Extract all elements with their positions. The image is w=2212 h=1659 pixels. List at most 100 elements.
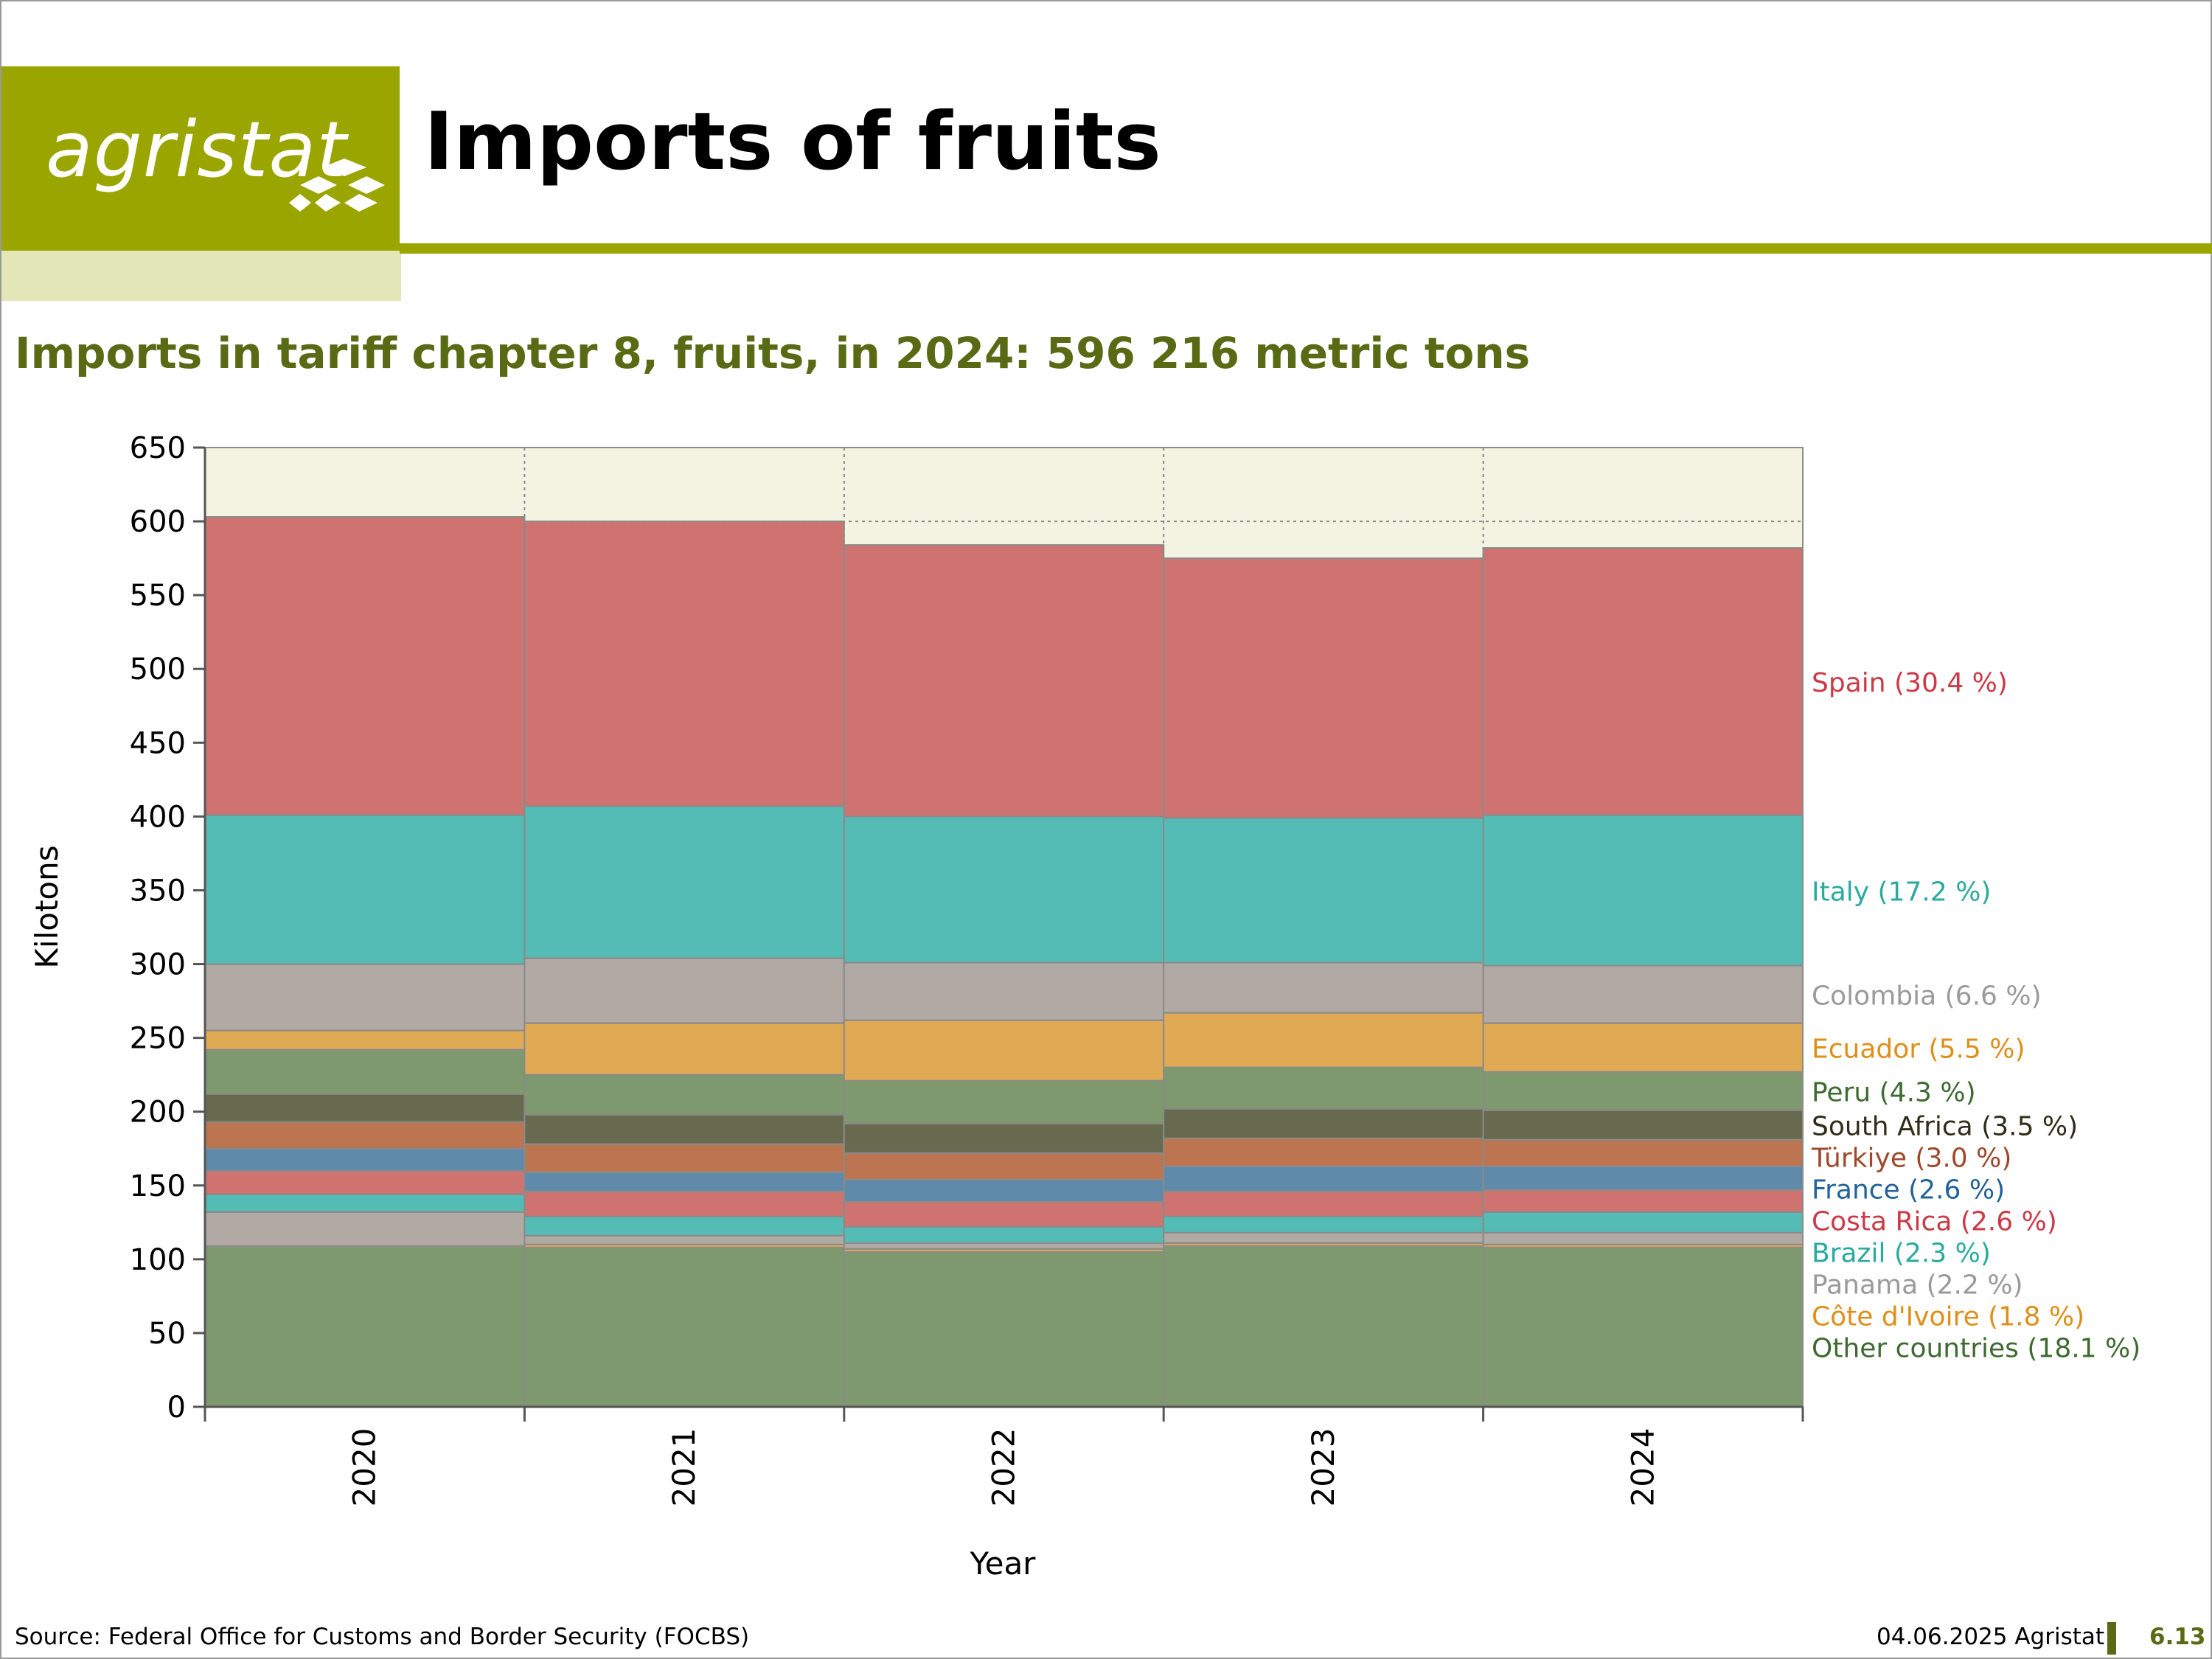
bar-segment-t-rkiye-2022 xyxy=(843,1152,1165,1180)
bar-segment-peru-2020 xyxy=(204,1048,526,1095)
bar-segment-panama-2021 xyxy=(524,1234,845,1245)
bar-segment-other-countries-2020 xyxy=(204,1245,526,1408)
x-tick-label-2020: 2020 xyxy=(347,1428,383,1507)
bar-segment-south-africa-2023 xyxy=(1163,1107,1484,1139)
bar-segment-costa-rica-2022 xyxy=(843,1200,1165,1228)
bar-segment-peru-2024 xyxy=(1482,1071,1804,1111)
bar-segment-colombia-2022 xyxy=(843,961,1165,1021)
bar-segment-peru-2023 xyxy=(1163,1066,1484,1110)
series-label-brazil: Brazil (2.3 %) xyxy=(1812,1239,1991,1269)
bar-segment-spain-2022 xyxy=(843,544,1165,818)
bar-segment-south-africa-2021 xyxy=(524,1113,845,1145)
chart-subtitle: Imports in tariff chapter 8, fruits, in … xyxy=(15,328,1531,378)
y-tick-label: 250 xyxy=(130,1022,186,1056)
agristat-logo: agristat xyxy=(1,66,400,251)
source-note: Source: Federal Office for Customs and B… xyxy=(15,1624,750,1650)
bar-segment-colombia-2021 xyxy=(524,957,845,1024)
series-label-panama: Panama (2.2 %) xyxy=(1812,1270,2023,1301)
stacked-bar-chart: 050100150200250300350400450500550600650 … xyxy=(29,431,2140,1582)
bar-segment-south-africa-2020 xyxy=(204,1093,526,1123)
bar-segment-panama-2020 xyxy=(204,1211,526,1247)
series-label-t-rkiye: Türkiye (3.0 %) xyxy=(1811,1144,2011,1174)
bar-segment-panama-2023 xyxy=(1163,1231,1484,1244)
series-label-ecuador: Ecuador (5.5 %) xyxy=(1812,1034,2025,1065)
bar-segment-peru-2022 xyxy=(843,1079,1165,1124)
bar-segment-brazil-2022 xyxy=(843,1225,1165,1244)
bar-segment-peru-2021 xyxy=(524,1074,845,1116)
y-tick-label: 450 xyxy=(130,726,186,760)
bar-segment-colombia-2020 xyxy=(204,963,526,1032)
bar-segment-france-2024 xyxy=(1482,1165,1804,1191)
bar-segment-t-rkiye-2023 xyxy=(1163,1137,1484,1167)
title-rule xyxy=(400,243,2212,254)
bar-segment-south-africa-2022 xyxy=(843,1122,1165,1154)
series-label-italy: Italy (17.2 %) xyxy=(1812,877,1991,907)
y-tick-label: 0 xyxy=(167,1391,186,1425)
bar-segment-brazil-2023 xyxy=(1163,1215,1484,1234)
y-tick-label: 500 xyxy=(130,653,186,686)
bar-segment-italy-2022 xyxy=(843,815,1165,964)
bar-segment-t-rkiye-2021 xyxy=(524,1143,845,1173)
bar-segment-ecuador-2023 xyxy=(1163,1012,1484,1068)
y-tick-label: 50 xyxy=(148,1317,186,1351)
bar-segment-costa-rica-2023 xyxy=(1163,1190,1484,1217)
series-label-other-countries: Other countries (18.1 %) xyxy=(1812,1334,2140,1364)
y-tick-label: 300 xyxy=(130,948,186,982)
x-axis-label: Year xyxy=(970,1545,1037,1582)
series-label-costa-rica: Costa Rica (2.6 %) xyxy=(1812,1207,2057,1237)
bar-segment-italy-2020 xyxy=(204,814,526,965)
bar-segment-italy-2023 xyxy=(1163,817,1484,964)
bar-segment-t-rkiye-2024 xyxy=(1482,1138,1804,1167)
series-label-south-africa: South Africa (3.5 %) xyxy=(1812,1112,2078,1142)
page-number: 6.13 xyxy=(2149,1624,2206,1650)
bar-segment-other-countries-2023 xyxy=(1163,1245,1484,1408)
bar-segment-brazil-2024 xyxy=(1482,1211,1804,1234)
bar-segment-costa-rica-2021 xyxy=(524,1190,845,1217)
bar-segment-ecuador-2024 xyxy=(1482,1022,1804,1073)
logo-diamonds-icon xyxy=(289,159,385,212)
bar-segment-costa-rica-2024 xyxy=(1482,1189,1804,1213)
y-tick-label: 550 xyxy=(130,579,186,613)
series-label-spain: Spain (30.4 %) xyxy=(1812,668,2008,698)
y-tick-label: 100 xyxy=(130,1243,186,1277)
bar-segment-spain-2021 xyxy=(524,521,845,807)
x-tick-label-2024: 2024 xyxy=(1624,1428,1660,1507)
bar-segment-t-rkiye-2020 xyxy=(204,1121,526,1150)
logo-underlay xyxy=(1,251,401,301)
series-label-c-te-d-ivoire: Côte d'Ivoire (1.8 %) xyxy=(1812,1302,2084,1332)
bar-segment-brazil-2020 xyxy=(204,1193,526,1213)
y-tick-label: 600 xyxy=(130,505,186,539)
footer-separator xyxy=(2107,1622,2116,1655)
series-label-colombia: Colombia (6.6 %) xyxy=(1812,981,2042,1012)
footer-date: 04.06.2025 Agristat xyxy=(1877,1624,2105,1650)
bar-segment-spain-2024 xyxy=(1482,547,1804,816)
bar-segment-ecuador-2022 xyxy=(843,1019,1165,1082)
bar-segment-spain-2020 xyxy=(204,516,526,816)
bar-segment-other-countries-2024 xyxy=(1482,1246,1804,1408)
y-tick-label: 400 xyxy=(130,800,186,834)
bar-segment-italy-2024 xyxy=(1482,814,1804,967)
bar-segment-other-countries-2021 xyxy=(524,1246,845,1408)
page-title: Imports of fruits xyxy=(424,96,1161,188)
bar-segment-ecuador-2021 xyxy=(524,1022,845,1076)
bar-segment-france-2021 xyxy=(524,1171,845,1192)
bar-segment-france-2023 xyxy=(1163,1165,1484,1192)
y-tick-label: 200 xyxy=(130,1096,186,1130)
y-axis-label: Kilotons xyxy=(29,845,65,968)
bar-segment-france-2022 xyxy=(843,1178,1165,1203)
bar-segment-france-2020 xyxy=(204,1147,526,1172)
bar-segment-italy-2021 xyxy=(524,805,845,959)
y-tick-label: 150 xyxy=(130,1169,186,1203)
bar-segment-brazil-2021 xyxy=(524,1215,845,1237)
y-tick-label: 650 xyxy=(130,431,186,465)
bar-segment-south-africa-2024 xyxy=(1482,1109,1804,1141)
x-tick-label-2022: 2022 xyxy=(986,1428,1022,1507)
x-tick-label-2023: 2023 xyxy=(1305,1428,1341,1507)
y-tick-label: 350 xyxy=(130,874,186,908)
series-label-france: France (2.6 %) xyxy=(1812,1175,2005,1206)
bar-segment-panama-2024 xyxy=(1482,1231,1804,1245)
bar-segment-other-countries-2022 xyxy=(843,1251,1165,1408)
series-label-peru: Peru (4.3 %) xyxy=(1812,1078,1976,1108)
bar-segment-spain-2023 xyxy=(1163,557,1484,819)
